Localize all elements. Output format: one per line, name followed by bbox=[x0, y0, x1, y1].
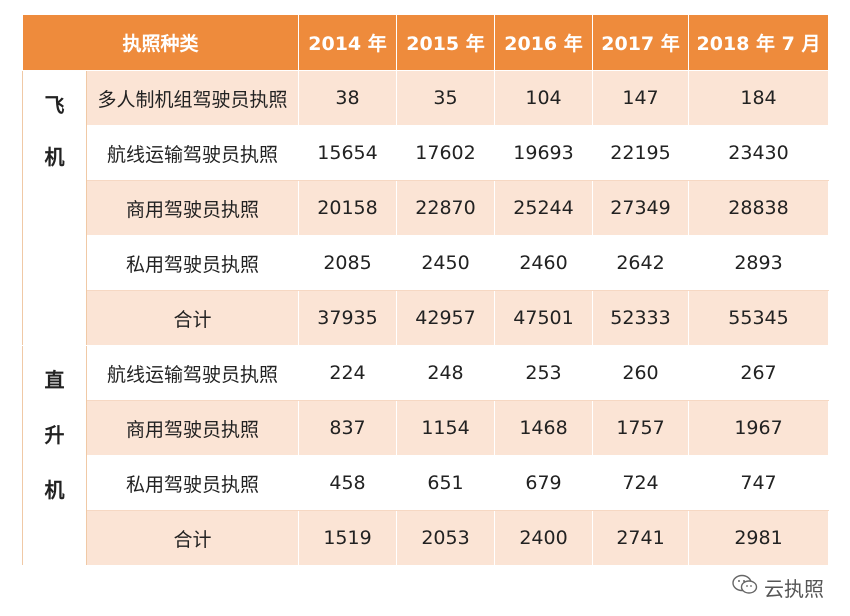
header-year-2017: 2017 年 bbox=[592, 14, 690, 71]
value-cell: 1757 bbox=[592, 400, 690, 456]
total-label-cell: 合计 bbox=[85, 290, 300, 346]
table-row-total: 合计 37935 42957 47501 52333 55345 bbox=[23, 290, 830, 346]
total-label-cell: 合计 bbox=[85, 510, 300, 566]
table-row: 商用驾驶员执照 20158 22870 25244 27349 28838 bbox=[23, 180, 830, 236]
license-type-cell: 私用驾驶员执照 bbox=[85, 235, 300, 291]
value-cell: 679 bbox=[494, 455, 594, 511]
table-row: 航线运输驾驶员执照 15654 17602 19693 22195 23430 bbox=[23, 125, 830, 181]
value-cell: 19693 bbox=[494, 125, 594, 181]
license-table: 执照种类 2014 年 2015 年 2016 年 2017 年 2018 年 … bbox=[21, 14, 830, 566]
value-cell: 52333 bbox=[592, 290, 690, 346]
table-row-total: 合计 1519 2053 2400 2741 2981 bbox=[23, 510, 830, 566]
value-cell: 147 bbox=[592, 70, 690, 126]
value-cell: 47501 bbox=[494, 290, 594, 346]
value-cell: 37935 bbox=[298, 290, 398, 346]
value-cell: 1154 bbox=[396, 400, 496, 456]
value-cell: 1468 bbox=[494, 400, 594, 456]
value-cell: 253 bbox=[494, 345, 594, 401]
header-year-2016: 2016 年 bbox=[494, 14, 594, 71]
value-cell: 28838 bbox=[688, 180, 830, 236]
value-cell: 23430 bbox=[688, 125, 830, 181]
value-cell: 2085 bbox=[298, 235, 398, 291]
watermark-text: 云执照 bbox=[764, 577, 824, 601]
table-row: 商用驾驶员执照 837 1154 1468 1757 1967 bbox=[23, 400, 830, 456]
license-type-cell: 商用驾驶员执照 bbox=[85, 180, 300, 236]
table-row: 飞 机 多人制机组驾驶员执照 38 35 104 147 184 bbox=[22, 70, 830, 346]
value-cell: 651 bbox=[396, 455, 496, 511]
value-cell: 458 bbox=[298, 455, 398, 511]
group-label-char: 机 bbox=[44, 145, 65, 169]
group-label-char: 直 bbox=[44, 368, 65, 392]
group-label-char: 飞 bbox=[44, 93, 65, 117]
value-cell: 38 bbox=[298, 70, 398, 126]
value-cell: 2460 bbox=[494, 235, 594, 291]
value-cell: 1967 bbox=[688, 400, 830, 456]
table-row: 私用驾驶员执照 458 651 679 724 747 bbox=[23, 455, 830, 511]
license-type-cell: 商用驾驶员执照 bbox=[85, 400, 300, 456]
value-cell: 260 bbox=[592, 345, 690, 401]
header-year-2014: 2014 年 bbox=[298, 14, 398, 71]
wechat-icon bbox=[732, 574, 764, 601]
value-cell: 25244 bbox=[494, 180, 594, 236]
value-cell: 2450 bbox=[396, 235, 496, 291]
value-cell: 184 bbox=[688, 70, 830, 126]
value-cell: 2741 bbox=[592, 510, 690, 566]
value-cell: 2893 bbox=[688, 235, 830, 291]
value-cell: 837 bbox=[298, 400, 398, 456]
value-cell: 20158 bbox=[298, 180, 398, 236]
watermark: 云执照 bbox=[732, 573, 824, 602]
value-cell: 1519 bbox=[298, 510, 398, 566]
license-type-cell: 航线运输驾驶员执照 bbox=[85, 345, 300, 401]
value-cell: 2981 bbox=[688, 510, 830, 566]
table-row: 直 升 机 航线运输驾驶员执照 224 248 253 260 267 bbox=[22, 345, 830, 566]
value-cell: 104 bbox=[494, 70, 594, 126]
group-label-char: 升 bbox=[44, 423, 65, 447]
table-row: 私用驾驶员执照 2085 2450 2460 2642 2893 bbox=[23, 235, 830, 291]
value-cell: 2400 bbox=[494, 510, 594, 566]
header-row: 执照种类 2014 年 2015 年 2016 年 2017 年 2018 年 … bbox=[21, 14, 830, 71]
license-type-cell: 多人制机组驾驶员执照 bbox=[85, 70, 300, 126]
value-cell: 42957 bbox=[396, 290, 496, 346]
value-cell: 17602 bbox=[396, 125, 496, 181]
value-cell: 22870 bbox=[396, 180, 496, 236]
value-cell: 55345 bbox=[688, 290, 830, 346]
value-cell: 224 bbox=[298, 345, 398, 401]
value-cell: 22195 bbox=[592, 125, 690, 181]
header-year-2018-jul: 2018 年 7 月 bbox=[688, 14, 830, 71]
header-license-type: 执照种类 bbox=[21, 14, 300, 71]
value-cell: 248 bbox=[396, 345, 496, 401]
value-cell: 2642 bbox=[592, 235, 690, 291]
license-type-cell: 航线运输驾驶员执照 bbox=[85, 125, 300, 181]
value-cell: 35 bbox=[396, 70, 496, 126]
value-cell: 724 bbox=[592, 455, 690, 511]
group-label-helicopter: 直 升 机 bbox=[22, 345, 87, 566]
group-label-airplane: 飞 机 bbox=[22, 70, 87, 346]
header-year-2015: 2015 年 bbox=[396, 14, 496, 71]
value-cell: 747 bbox=[688, 455, 830, 511]
value-cell: 27349 bbox=[592, 180, 690, 236]
value-cell: 2053 bbox=[396, 510, 496, 566]
value-cell: 267 bbox=[688, 345, 830, 401]
group-label-char: 机 bbox=[44, 478, 65, 502]
value-cell: 15654 bbox=[298, 125, 398, 181]
license-type-cell: 私用驾驶员执照 bbox=[85, 455, 300, 511]
